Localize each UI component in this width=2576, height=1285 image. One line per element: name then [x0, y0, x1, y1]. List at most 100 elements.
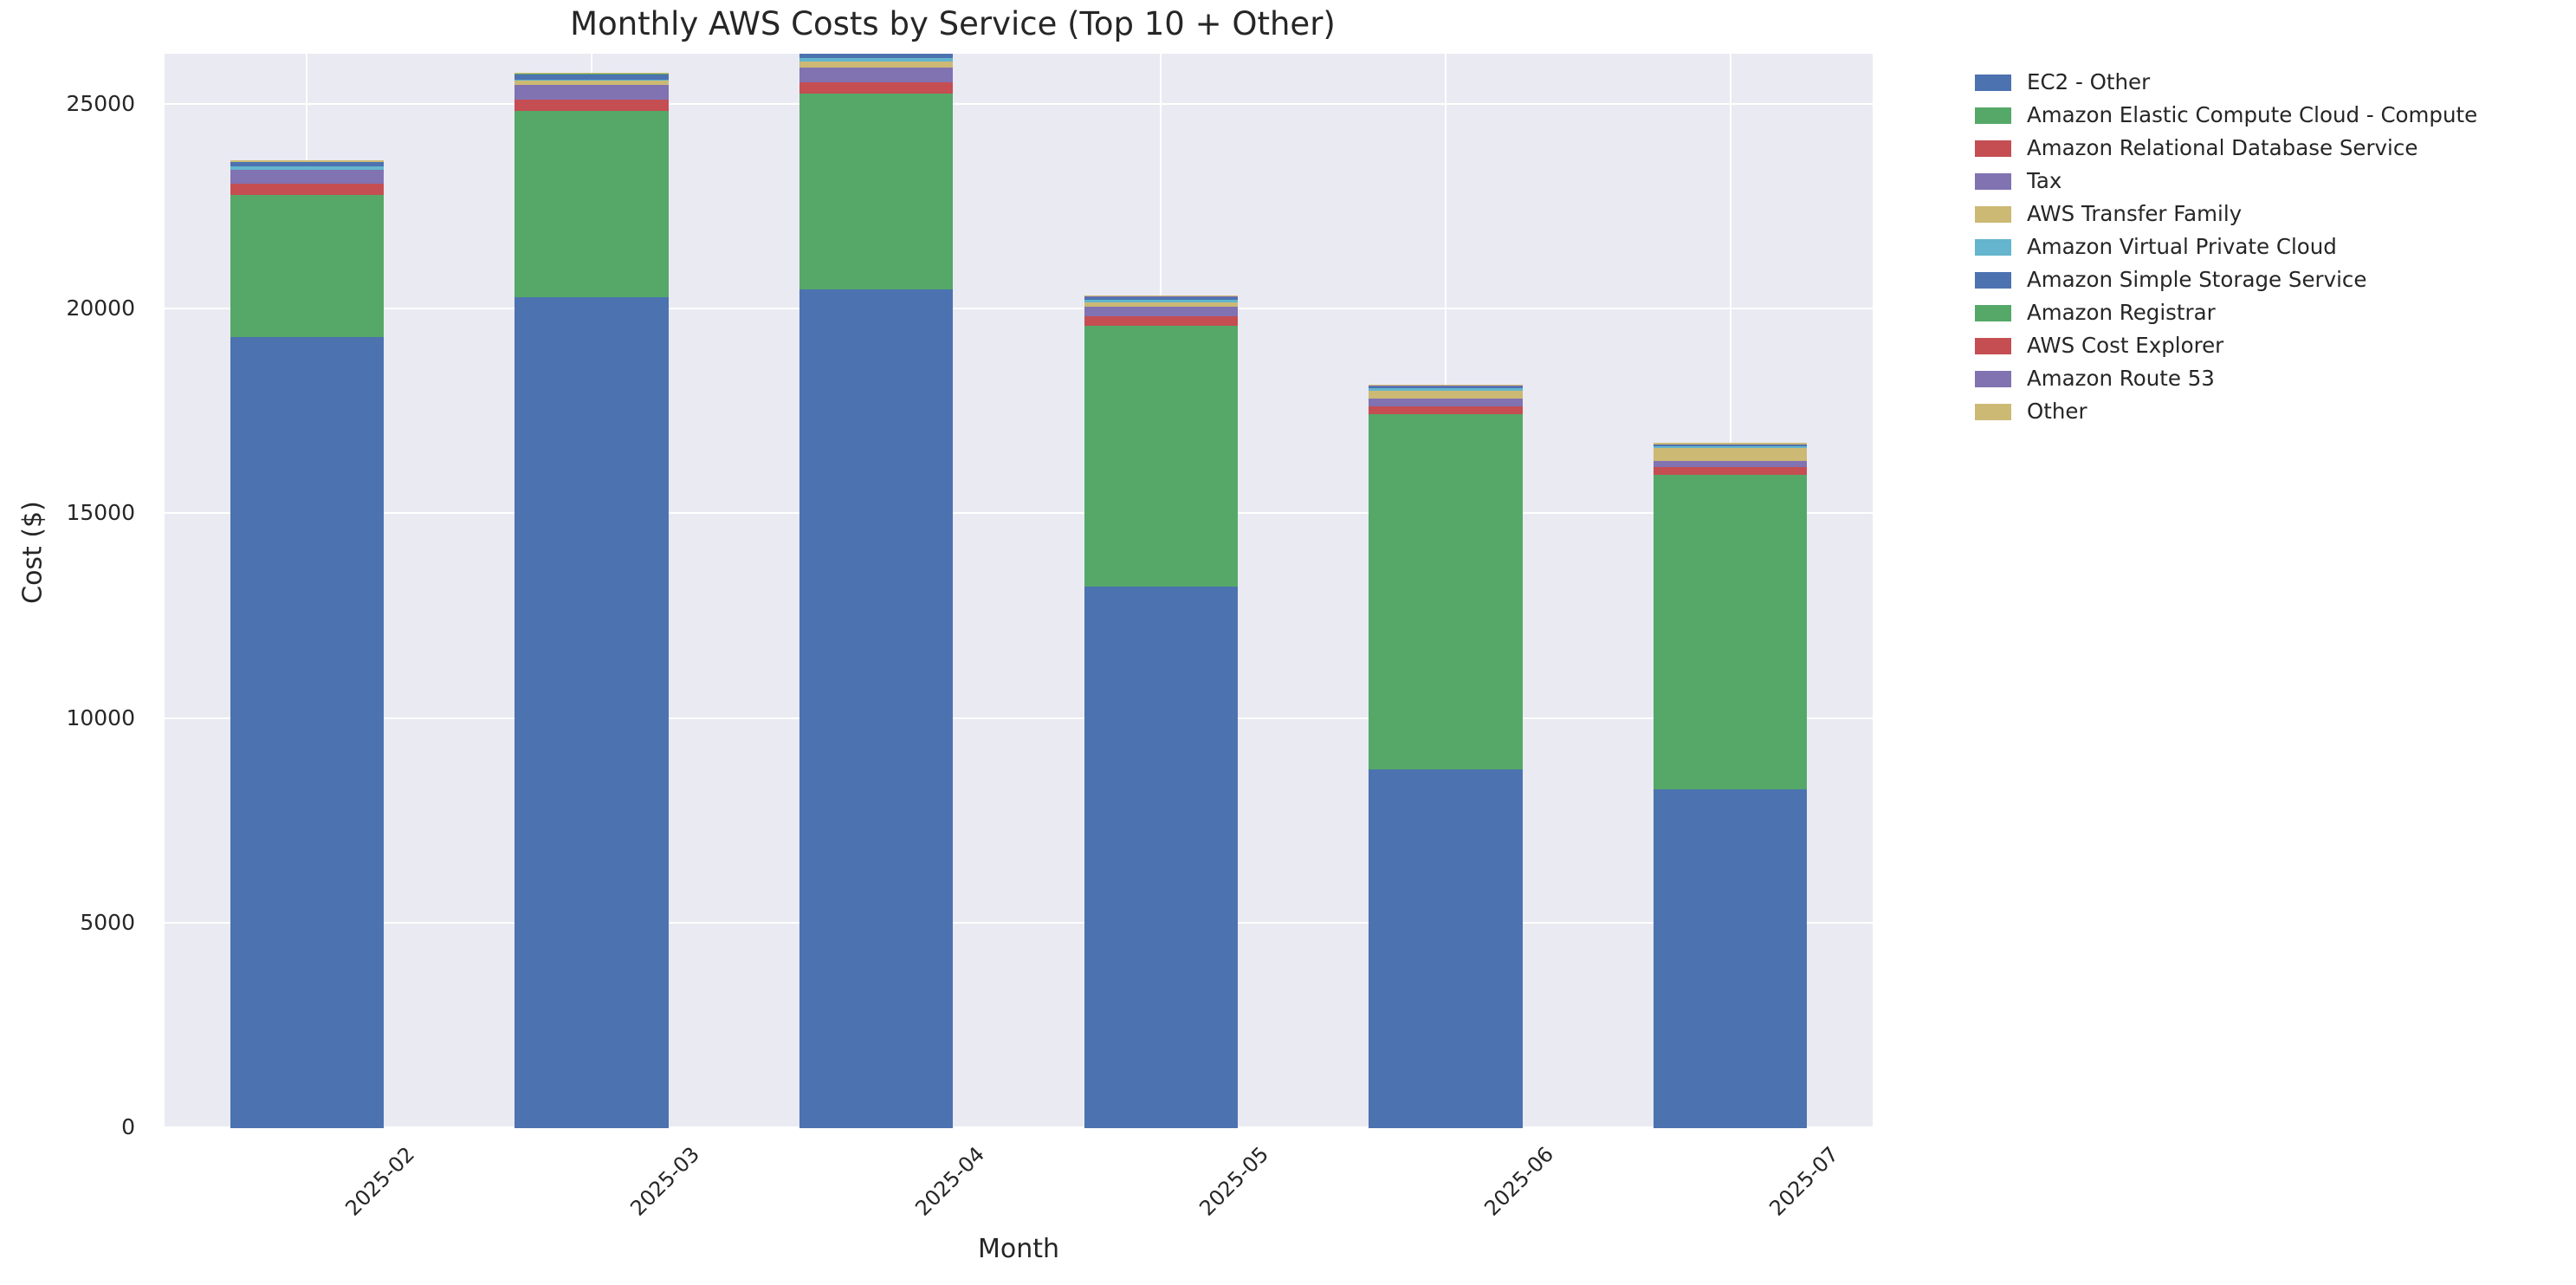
- bar-segment[interactable]: [1653, 466, 1808, 476]
- bar-stack[interactable]: [1369, 54, 1523, 1128]
- bar-segment[interactable]: [1653, 445, 1808, 447]
- bar-segment[interactable]: [1369, 385, 1523, 386]
- bar-segment[interactable]: [1369, 388, 1523, 391]
- x-tick-label: 2025-07: [1764, 1142, 1843, 1221]
- legend-item-label: Tax: [2027, 167, 2062, 193]
- bar-segment[interactable]: [1369, 406, 1523, 415]
- bar-segment[interactable]: [1084, 587, 1239, 1128]
- y-tick-label: 15000: [66, 500, 135, 526]
- bar-segment[interactable]: [799, 93, 954, 289]
- bar-segment[interactable]: [1653, 460, 1808, 467]
- bar-segment[interactable]: [515, 297, 669, 1128]
- bar-segment[interactable]: [1653, 446, 1808, 448]
- legend-item-label: Amazon Registrar: [2027, 299, 2216, 325]
- gridline-horizontal: [165, 308, 1873, 310]
- bar-segment[interactable]: [1369, 390, 1523, 399]
- bar-segment[interactable]: [799, 58, 954, 62]
- bar-segment[interactable]: [230, 336, 385, 1128]
- bar-segment[interactable]: [230, 165, 385, 170]
- legend-item[interactable]: Amazon Registrar: [1975, 296, 2547, 329]
- bar-segment[interactable]: [1084, 315, 1239, 326]
- bar-stack[interactable]: [799, 54, 954, 1128]
- bar-segment[interactable]: [1084, 302, 1239, 307]
- legend-item-label: AWS Transfer Family: [2027, 200, 2243, 226]
- gridline-horizontal: [165, 103, 1873, 106]
- page-title: Monthly AWS Costs by Service (Top 10 + O…: [570, 5, 1336, 42]
- bar-segment[interactable]: [1084, 306, 1239, 316]
- bar-segment[interactable]: [1084, 295, 1239, 297]
- bar-segment[interactable]: [515, 79, 669, 81]
- bar-segment[interactable]: [1369, 769, 1523, 1128]
- legend-item-label: Amazon Virtual Private Cloud: [2027, 233, 2337, 259]
- legend-swatch-icon: [1975, 107, 2011, 124]
- bar-segment[interactable]: [230, 160, 385, 162]
- bar-segment[interactable]: [1369, 398, 1523, 406]
- bar-stack[interactable]: [1084, 54, 1239, 1128]
- bar-segment[interactable]: [1084, 297, 1239, 300]
- x-tick-label: 2025-03: [625, 1142, 705, 1221]
- bar-segment[interactable]: [515, 110, 669, 298]
- bar-segment[interactable]: [799, 54, 954, 59]
- plot-area: [165, 54, 1873, 1128]
- bar-segment[interactable]: [515, 85, 669, 100]
- legend-item[interactable]: Amazon Elastic Compute Cloud - Compute: [1975, 99, 2547, 132]
- bar-segment[interactable]: [1653, 789, 1808, 1128]
- bar-segment[interactable]: [515, 80, 669, 86]
- bar-segment[interactable]: [230, 170, 385, 185]
- bar-segment[interactable]: [230, 184, 385, 195]
- legend-item[interactable]: EC2 - Other: [1975, 66, 2547, 99]
- bar-segment[interactable]: [1369, 414, 1523, 770]
- legend-swatch-icon: [1975, 337, 2011, 354]
- legend-item[interactable]: Tax: [1975, 165, 2547, 198]
- legend-item-label: Amazon Simple Storage Service: [2027, 266, 2367, 292]
- bar-segment[interactable]: [1653, 475, 1808, 789]
- legend-item[interactable]: AWS Cost Explorer: [1975, 329, 2547, 362]
- gridline-horizontal: [165, 1126, 1873, 1128]
- x-axis-label: Month: [977, 1234, 1060, 1264]
- bar-segment[interactable]: [799, 62, 954, 68]
- bar-segment[interactable]: [799, 82, 954, 94]
- bar-segment[interactable]: [1653, 443, 1808, 445]
- x-tick-label: 2025-06: [1479, 1142, 1559, 1221]
- bar-segment[interactable]: [230, 162, 385, 166]
- legend-item[interactable]: AWS Transfer Family: [1975, 198, 2547, 230]
- bar-segment[interactable]: [230, 194, 385, 337]
- gridline-horizontal: [165, 512, 1873, 515]
- bar-segment[interactable]: [799, 289, 954, 1128]
- bar-segment[interactable]: [1084, 325, 1239, 587]
- gridline-horizontal: [165, 921, 1873, 924]
- x-tick-label: 2025-02: [340, 1142, 420, 1221]
- legend-item-label: Amazon Route 53: [2027, 365, 2215, 391]
- legend: EC2 - Other Amazon Elastic Compute Cloud …: [1975, 66, 2547, 428]
- legend-item[interactable]: Amazon Simple Storage Service: [1975, 263, 2547, 296]
- legend-swatch-icon: [1975, 172, 2011, 190]
- bar-segment[interactable]: [1369, 386, 1523, 389]
- bar-segment[interactable]: [515, 72, 669, 75]
- legend-swatch-icon: [1975, 238, 2011, 256]
- legend-item[interactable]: Amazon Virtual Private Cloud: [1975, 230, 2547, 263]
- legend-swatch-icon: [1975, 403, 2011, 420]
- bar-segment[interactable]: [515, 74, 669, 80]
- legend-item[interactable]: Other: [1975, 395, 2547, 428]
- legend-item[interactable]: Amazon Relational Database Service: [1975, 132, 2547, 165]
- legend-swatch-icon: [1975, 140, 2011, 157]
- y-tick-label: 0: [121, 1114, 135, 1139]
- bar-segment[interactable]: [799, 68, 954, 83]
- bar-segment[interactable]: [1653, 447, 1808, 461]
- legend-item[interactable]: Amazon Route 53: [1975, 362, 2547, 395]
- gridline-horizontal: [165, 717, 1873, 719]
- legend-swatch-icon: [1975, 74, 2011, 91]
- y-tick-label: 5000: [80, 909, 135, 935]
- bar-segment[interactable]: [515, 99, 669, 111]
- bar-segment[interactable]: [1084, 299, 1239, 302]
- y-tick-label: 25000: [66, 91, 135, 117]
- legend-swatch-icon: [1975, 205, 2011, 223]
- legend-item-label: Amazon Elastic Compute Cloud - Compute: [2027, 101, 2478, 127]
- bar-stack[interactable]: [515, 54, 669, 1128]
- y-tick-label: 20000: [66, 295, 135, 321]
- bar-stack[interactable]: [230, 54, 385, 1128]
- legend-item-label: Other: [2027, 398, 2087, 424]
- bar-stack[interactable]: [1653, 54, 1808, 1128]
- legend-item-label: Amazon Relational Database Service: [2027, 134, 2418, 160]
